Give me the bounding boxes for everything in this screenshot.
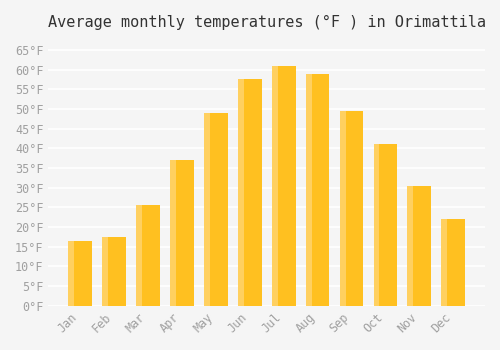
Title: Average monthly temperatures (°F ) in Orimattila: Average monthly temperatures (°F ) in Or… bbox=[48, 15, 486, 30]
Bar bbox=[306, 74, 312, 306]
Bar bbox=[204, 113, 210, 306]
Bar bbox=[272, 66, 295, 306]
Bar bbox=[442, 219, 448, 306]
Bar bbox=[102, 237, 126, 306]
Bar bbox=[374, 145, 380, 306]
Bar bbox=[408, 186, 431, 306]
Bar bbox=[340, 111, 363, 306]
Bar bbox=[272, 66, 278, 306]
Bar bbox=[374, 145, 398, 306]
Bar bbox=[204, 113, 228, 306]
Bar bbox=[68, 241, 92, 306]
Bar bbox=[170, 160, 176, 306]
Bar bbox=[442, 219, 465, 306]
Bar bbox=[68, 241, 74, 306]
Bar bbox=[102, 237, 108, 306]
Bar bbox=[238, 79, 244, 306]
Bar bbox=[170, 160, 194, 306]
Bar bbox=[136, 205, 142, 306]
Bar bbox=[238, 79, 262, 306]
Bar bbox=[136, 205, 160, 306]
Bar bbox=[408, 186, 414, 306]
Bar bbox=[306, 74, 330, 306]
Bar bbox=[340, 111, 345, 306]
